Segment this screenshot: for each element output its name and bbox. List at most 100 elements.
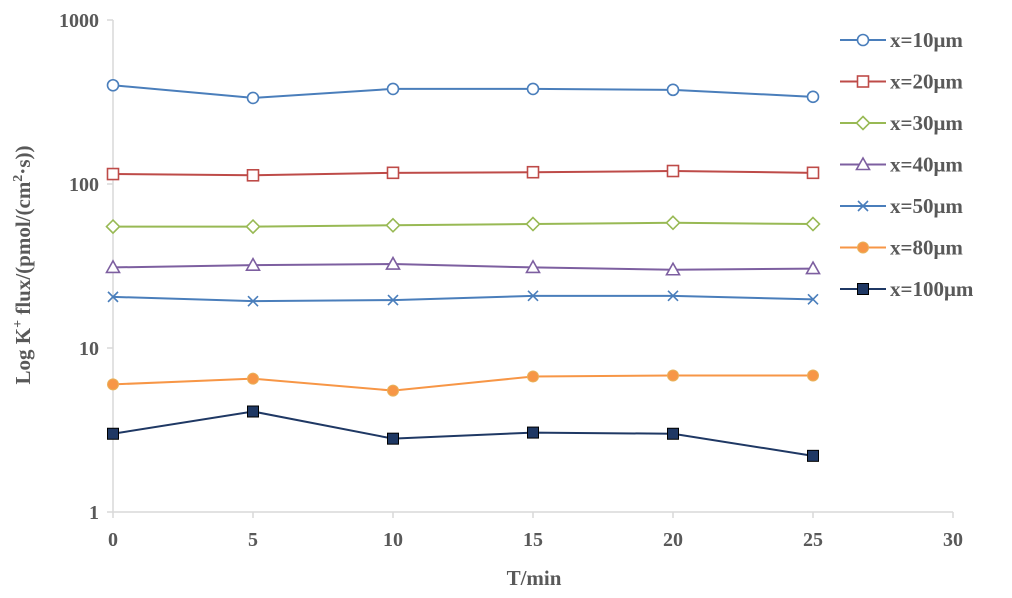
legend-item: x=30μm [840,111,963,135]
x-tick-label: 0 [108,529,118,551]
legend-marker [857,241,869,254]
legend-item: x=100μm [840,277,974,301]
x-tick-label: 5 [248,529,258,551]
x-tick-label: 10 [383,529,403,551]
data-point [246,168,260,182]
series-1 [106,78,820,105]
legend-marker [857,200,869,212]
data-point [386,82,400,96]
legend-item: x=10μm [840,28,963,52]
data-point [807,293,819,305]
series-line [112,294,814,303]
data-point [245,257,261,271]
data-point [387,294,399,306]
series-4 [105,255,821,276]
series-7 [107,405,819,462]
legend-label: x=30μm [890,111,963,135]
series-line [112,170,814,177]
data-point [105,259,121,274]
legend-marker [855,115,871,131]
y-axis-title-suffix: ·s)) [11,146,35,175]
data-point [107,427,119,440]
y-axis-ticks: 1 10 100 1000 [59,10,113,524]
series-line [112,374,813,392]
data-point [387,432,399,445]
data-point [387,384,399,397]
legend-item: x=50μm [840,194,963,218]
data-point [106,78,120,92]
y-axis-title-sup-2: 2 [11,175,26,182]
data-point [525,216,541,232]
series-line [113,221,814,228]
data-point [247,405,259,418]
legend-marker [855,156,871,171]
data-point [105,218,121,235]
y-tick-label: 100 [69,174,99,196]
y-axis-title-sup-plus: + [11,320,26,328]
x-tick-label: 30 [943,529,963,551]
data-point [806,166,820,180]
series-3 [105,215,821,235]
data-point [107,378,119,391]
legend-label: x=100μm [890,277,974,301]
data-point [247,295,259,307]
data-point [806,90,820,104]
data-point [665,261,681,276]
data-point [666,164,680,178]
legend-item: x=40μm [840,153,963,177]
y-tick-label: 1 [89,502,99,524]
data-point [667,290,679,302]
legend-item: x=80μm [840,236,963,260]
legend-label: x=50μm [890,194,963,218]
data-point [805,260,821,275]
series-line [112,84,814,99]
y-tick-label: 1000 [59,10,99,32]
data-point [667,369,679,382]
data-point [107,291,119,303]
data-point [667,427,679,440]
data-point [247,372,259,385]
data-point [385,255,401,270]
legend-marker [856,75,870,88]
data-point [386,166,400,180]
series-2 [106,164,820,182]
data-point [526,165,540,179]
data-point [665,215,681,231]
x-axis-ticks: 0 5 10 15 20 25 30 [108,512,963,551]
data-point [805,216,821,232]
legend-marker [857,283,869,295]
data-point [385,217,401,233]
legend-item: x=20μm [840,70,963,94]
x-tick-label: 15 [523,529,543,551]
y-axis-title-middle: flux/(pmol/(cm [11,181,35,320]
data-point [525,259,541,274]
legend-label: x=10μm [890,28,963,52]
x-tick-label: 20 [663,529,683,551]
legend-label: x=40μm [890,153,963,177]
x-tick-label: 25 [803,529,823,551]
data-point [527,426,539,439]
data-point [526,82,540,96]
series-6 [107,369,819,397]
series-line [112,263,814,271]
series-layer [105,78,821,462]
y-axis-title-prefix: Log K [11,327,35,384]
data-point [106,167,120,181]
data-point [246,91,260,105]
x-axis-title: T/min [507,566,562,590]
y-axis-title: Log K+ flux/(pmol/(cm2·s)) [11,146,35,385]
y-tick-label: 10 [79,338,99,360]
series-5 [107,290,819,307]
legend-label: x=80μm [890,236,963,260]
data-point [666,83,680,97]
legend-marker [856,33,870,47]
data-point [807,369,819,382]
data-point [807,449,819,462]
data-point [245,218,261,235]
data-point [527,370,539,383]
data-point [527,290,539,302]
series-line [112,410,814,457]
legend-label: x=20μm [890,70,963,94]
legend: x=10μm x=20μm x=30μm x=40μm x=50μm x=80μm x=10… [840,28,974,301]
